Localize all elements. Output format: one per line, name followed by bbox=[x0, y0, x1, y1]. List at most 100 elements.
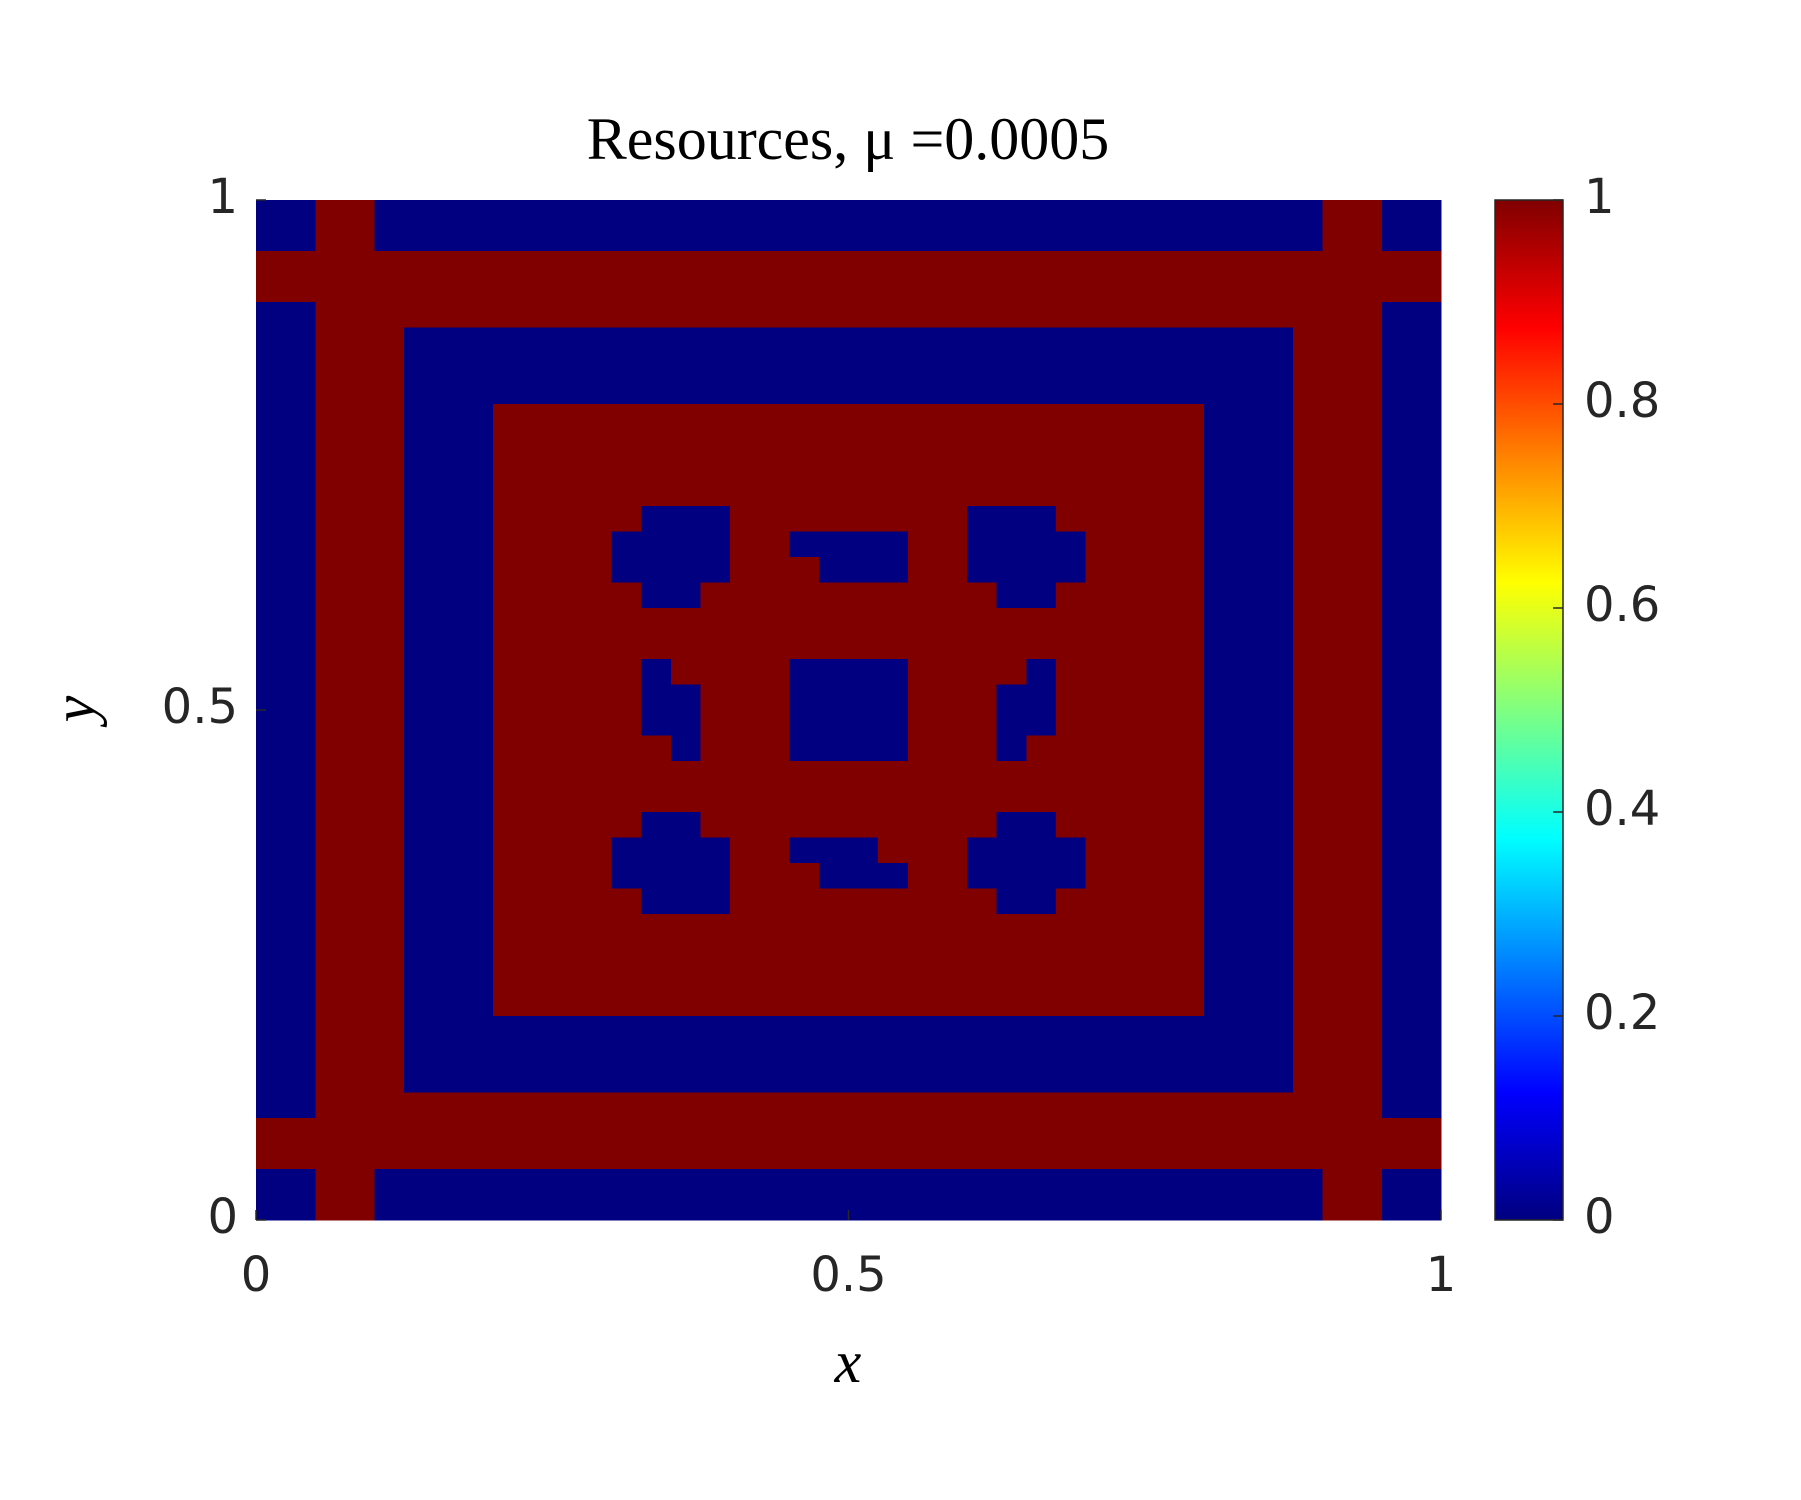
heatmap-cell bbox=[1233, 582, 1264, 609]
heatmap-cell bbox=[937, 837, 968, 864]
heatmap-cell bbox=[1115, 659, 1146, 686]
heatmap-cell bbox=[1322, 710, 1353, 737]
heatmap-cell bbox=[581, 684, 613, 711]
heatmap-cell bbox=[1352, 1041, 1383, 1068]
heatmap-cell bbox=[522, 531, 553, 558]
heatmap-cell bbox=[522, 888, 553, 915]
heatmap-cell bbox=[907, 914, 938, 941]
heatmap-cell bbox=[641, 225, 672, 252]
heatmap-cell bbox=[315, 710, 346, 737]
heatmap-cell bbox=[463, 786, 494, 813]
heatmap-cell bbox=[1085, 761, 1116, 788]
heatmap-cell bbox=[1144, 990, 1175, 1017]
x-tick-label: 0 bbox=[241, 1247, 272, 1303]
heatmap-cell bbox=[1292, 684, 1324, 711]
heatmap-cell bbox=[522, 990, 553, 1017]
heatmap-cell bbox=[996, 888, 1027, 915]
heatmap-cell bbox=[1144, 378, 1175, 405]
heatmap-cell bbox=[1174, 684, 1205, 711]
heatmap-cell bbox=[552, 761, 583, 788]
heatmap-cell bbox=[404, 480, 435, 507]
heatmap-cell bbox=[611, 455, 642, 482]
heatmap-cell bbox=[1411, 888, 1442, 915]
heatmap-cell bbox=[522, 1169, 553, 1196]
heatmap-cell bbox=[344, 429, 376, 456]
heatmap-cell bbox=[374, 914, 405, 941]
heatmap-cell bbox=[700, 659, 731, 686]
heatmap-cell bbox=[641, 302, 672, 329]
heatmap-cell bbox=[285, 990, 316, 1017]
heatmap-cell bbox=[1292, 1143, 1324, 1170]
heatmap-cell bbox=[996, 480, 1027, 507]
heatmap-cell bbox=[1292, 786, 1324, 813]
heatmap-cell bbox=[552, 735, 583, 762]
heatmap-cell bbox=[1263, 378, 1294, 405]
heatmap-cell bbox=[552, 404, 583, 431]
heatmap-cell bbox=[344, 812, 376, 839]
heatmap-cell bbox=[1026, 939, 1057, 966]
heatmap-cell bbox=[967, 786, 998, 813]
heatmap-cell bbox=[374, 1169, 405, 1196]
heatmap-cell bbox=[463, 863, 494, 890]
heatmap-cell bbox=[1055, 327, 1087, 354]
heatmap-cell bbox=[730, 455, 761, 482]
heatmap-cell bbox=[493, 914, 524, 941]
heatmap-cell bbox=[937, 888, 968, 915]
heatmap-cell bbox=[1292, 914, 1324, 941]
heatmap-cell bbox=[848, 557, 879, 584]
heatmap-cell bbox=[818, 225, 850, 252]
heatmap-cell bbox=[937, 1194, 968, 1221]
heatmap-cell bbox=[1085, 1092, 1116, 1119]
heatmap-cell bbox=[1411, 429, 1442, 456]
heatmap-cell bbox=[1174, 633, 1205, 660]
heatmap-cell bbox=[404, 327, 435, 354]
heatmap-cell bbox=[1026, 761, 1057, 788]
heatmap-cell bbox=[463, 506, 494, 533]
heatmap-cell bbox=[1085, 276, 1116, 303]
heatmap-cell bbox=[730, 225, 761, 252]
heatmap-cell bbox=[641, 1041, 672, 1068]
heatmap-cell bbox=[996, 863, 1027, 890]
heatmap-cell bbox=[256, 1143, 287, 1170]
heatmap-cell bbox=[1204, 276, 1235, 303]
heatmap-cell bbox=[433, 353, 464, 380]
heatmap-cell bbox=[285, 506, 316, 533]
heatmap-cell bbox=[1204, 455, 1235, 482]
heatmap-cell bbox=[256, 302, 287, 329]
x-axis-label: x bbox=[834, 1329, 862, 1395]
heatmap-cell bbox=[256, 378, 287, 405]
heatmap-cell bbox=[1055, 761, 1087, 788]
heatmap-cell bbox=[1263, 710, 1294, 737]
heatmap-cell bbox=[1055, 1041, 1087, 1068]
heatmap-cell bbox=[1263, 608, 1294, 635]
heatmap-cell bbox=[611, 939, 642, 966]
heatmap-cell bbox=[611, 327, 642, 354]
colorbar-tick-label: 0.6 bbox=[1584, 577, 1660, 633]
heatmap-cell bbox=[907, 863, 938, 890]
heatmap-cell bbox=[1381, 608, 1412, 635]
heatmap-cell bbox=[1055, 404, 1087, 431]
heatmap-cell bbox=[256, 965, 287, 992]
heatmap-cell bbox=[552, 429, 583, 456]
heatmap-cell bbox=[818, 1067, 850, 1094]
y-tick-label: 0.5 bbox=[162, 679, 238, 735]
heatmap-cell bbox=[433, 429, 464, 456]
heatmap-cell bbox=[404, 1041, 435, 1068]
heatmap-cell bbox=[937, 276, 968, 303]
heatmap-cell bbox=[1292, 812, 1324, 839]
heatmap-cell bbox=[759, 429, 790, 456]
heatmap-cell bbox=[1144, 557, 1175, 584]
heatmap-cell bbox=[878, 531, 909, 558]
heatmap-cell bbox=[641, 353, 672, 380]
heatmap-cell bbox=[967, 353, 998, 380]
heatmap-cell bbox=[256, 200, 287, 227]
heatmap-cell bbox=[463, 582, 494, 609]
heatmap-cell bbox=[433, 455, 464, 482]
heatmap-cell bbox=[1322, 1143, 1353, 1170]
heatmap-cell bbox=[641, 965, 672, 992]
heatmap-cell bbox=[552, 251, 583, 278]
heatmap-cell bbox=[878, 1092, 909, 1119]
heatmap-cell bbox=[1352, 761, 1383, 788]
heatmap-cell bbox=[1381, 710, 1412, 737]
heatmap-cell bbox=[344, 225, 376, 252]
